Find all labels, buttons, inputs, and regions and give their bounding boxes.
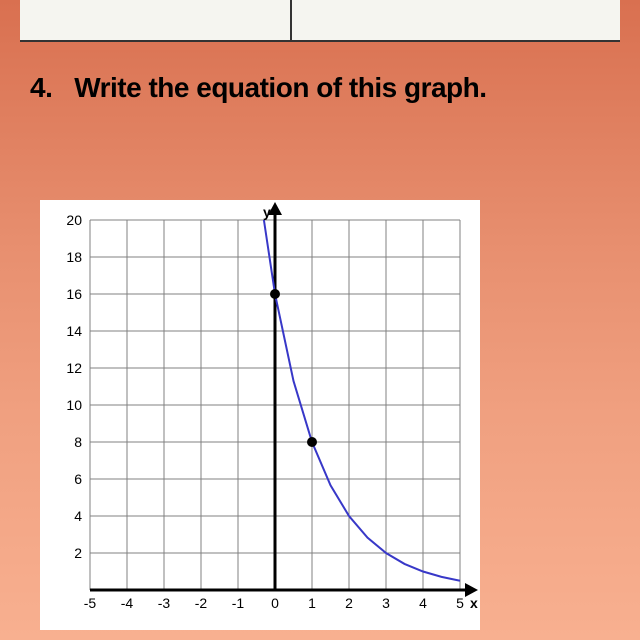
svg-text:3: 3	[382, 595, 390, 611]
question-prompt: Write the equation of this graph.	[74, 72, 486, 103]
svg-text:4: 4	[419, 595, 427, 611]
svg-text:6: 6	[74, 471, 82, 487]
svg-text:-5: -5	[84, 595, 97, 611]
chart-svg: -5-4-3-2-10123452468101214161820yx	[40, 200, 480, 630]
question-number: 4.	[30, 72, 52, 103]
svg-text:-3: -3	[158, 595, 171, 611]
svg-text:12: 12	[66, 360, 82, 376]
svg-text:-1: -1	[232, 595, 245, 611]
table-fragment	[20, 0, 620, 42]
svg-text:18: 18	[66, 249, 82, 265]
svg-text:-4: -4	[121, 595, 134, 611]
svg-text:-2: -2	[195, 595, 208, 611]
svg-text:1: 1	[308, 595, 316, 611]
svg-text:5: 5	[456, 595, 464, 611]
svg-text:2: 2	[74, 545, 82, 561]
svg-text:y: y	[263, 204, 271, 220]
svg-text:14: 14	[66, 323, 82, 339]
svg-text:16: 16	[66, 286, 82, 302]
graph-chart: -5-4-3-2-10123452468101214161820yx	[40, 200, 480, 630]
svg-text:8: 8	[74, 434, 82, 450]
svg-text:10: 10	[66, 397, 82, 413]
svg-text:x: x	[470, 595, 478, 611]
svg-text:0: 0	[271, 595, 279, 611]
question-text: 4. Write the equation of this graph.	[0, 42, 640, 124]
svg-text:2: 2	[345, 595, 353, 611]
svg-text:20: 20	[66, 212, 82, 228]
svg-text:4: 4	[74, 508, 82, 524]
